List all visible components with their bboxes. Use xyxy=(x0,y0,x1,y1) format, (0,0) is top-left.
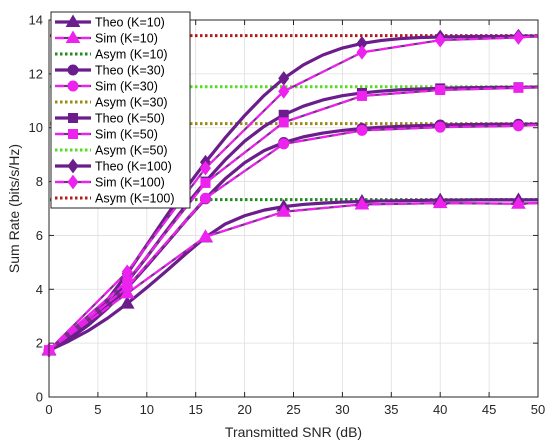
legend-swatch-marker xyxy=(68,129,78,139)
legend-swatch-marker xyxy=(67,174,79,190)
sim-marker xyxy=(511,196,526,209)
theo-line xyxy=(48,198,538,352)
sim-marker xyxy=(199,192,211,204)
y-axis-title: Sum Rate (bits/s/Hz) xyxy=(6,144,22,273)
legend-entry-label: Theo (K=50) xyxy=(95,112,165,126)
sim-marker xyxy=(512,120,524,132)
legend-entry-label: Asym (K=50) xyxy=(95,144,168,158)
legend-entry-label: Theo (K=30) xyxy=(95,64,165,78)
legend-entry-label: Sim (K=100) xyxy=(95,176,165,190)
legend-entry-label: Asym (K=30) xyxy=(95,96,168,110)
legend-swatch-marker xyxy=(68,113,78,123)
sim-marker xyxy=(198,229,213,242)
sim-marker xyxy=(434,32,446,48)
sim-line xyxy=(48,123,539,352)
x-tick-label: 30 xyxy=(335,402,349,417)
legend-entry-label: Theo (K=100) xyxy=(95,160,172,174)
x-tick-label: 25 xyxy=(286,402,300,417)
legend-entry-label: Theo (K=10) xyxy=(95,16,165,30)
tick-labels: 0 5 10 15 20 25 30 35 40 45 50 0 2 4 6 8 10 12 14 xyxy=(29,13,546,418)
sim-marker xyxy=(432,195,448,209)
x-tick-label: 10 xyxy=(140,402,154,417)
legend-entry-label: Sim (K=50) xyxy=(95,128,158,142)
theo-marker xyxy=(119,296,135,309)
y-tick-label: 2 xyxy=(36,336,43,351)
x-tick-label: 15 xyxy=(188,402,202,417)
sim-marker xyxy=(354,196,370,210)
sim-line xyxy=(48,86,539,351)
sim-marker xyxy=(199,160,211,176)
y-tick-label: 10 xyxy=(29,120,43,135)
sim-marker xyxy=(278,117,289,128)
sim-marker xyxy=(276,204,292,217)
legend-swatch-marker xyxy=(67,64,79,76)
y-tick-label: 8 xyxy=(36,174,43,189)
sim-marker xyxy=(434,121,446,133)
legend-swatch-marker xyxy=(65,14,81,28)
sim-marker xyxy=(356,90,367,101)
sim-line xyxy=(48,35,539,351)
legend-entry-label: Asym (K=10) xyxy=(95,48,168,62)
sim-marker xyxy=(278,138,290,150)
y-tick-label: 14 xyxy=(29,13,43,28)
y-tick-label: 6 xyxy=(36,228,43,243)
series-lines xyxy=(41,28,539,358)
legend-box xyxy=(50,11,191,209)
x-tick-label: 35 xyxy=(384,402,398,417)
sim-marker xyxy=(513,82,524,93)
x-tick-label: 40 xyxy=(433,402,447,417)
sim-marker xyxy=(356,44,368,60)
x-tick-label: 20 xyxy=(237,402,251,417)
x-axis-title: Transmitted SNR (dB) xyxy=(225,424,362,440)
y-tick-label: 4 xyxy=(36,282,43,297)
y-tick-label: 12 xyxy=(29,66,43,81)
x-tick-label: 0 xyxy=(45,402,52,417)
sim-line xyxy=(48,202,539,351)
x-tick-label: 50 xyxy=(531,402,545,417)
legend-entry-label: Sim (K=30) xyxy=(95,80,158,94)
x-tick-label: 45 xyxy=(482,402,496,417)
sim-marker xyxy=(200,177,211,188)
sim-marker xyxy=(512,30,524,45)
sim-marker xyxy=(435,85,446,96)
sim-marker xyxy=(278,84,290,99)
legend-entry-label: Sim (K=10) xyxy=(95,32,158,46)
sim-marker xyxy=(356,124,368,136)
sim-marker xyxy=(121,264,133,280)
y-tick-label: 0 xyxy=(36,390,43,405)
x-tick-label: 5 xyxy=(94,402,101,417)
legend-entry-label: Asym (K=100) xyxy=(95,192,175,206)
legend-swatch-marker xyxy=(65,30,81,44)
legend-swatch-marker xyxy=(67,80,79,92)
legend: Theo (K=10) Sim (K=10) Asym (K=10) Theo (K=… xyxy=(50,11,191,209)
legend-swatch-marker xyxy=(67,158,79,174)
